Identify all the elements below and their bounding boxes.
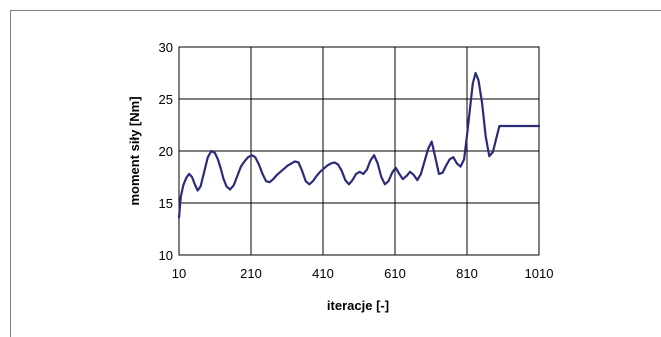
y-tick-label: 25 [159, 92, 173, 107]
chart-frame-left-border [10, 10, 11, 337]
x-tick-label: 210 [240, 266, 262, 281]
y-tick-label: 15 [159, 196, 173, 211]
x-tick-labels: 10 210 410 610 810 1010 [172, 266, 554, 281]
y-tick-label: 30 [159, 40, 173, 55]
y-tick-labels: 10 15 20 25 30 [159, 40, 173, 263]
y-tick-label: 20 [159, 144, 173, 159]
x-tick-label: 610 [384, 266, 406, 281]
chart-frame-top-border [10, 10, 661, 11]
x-tick-label: 10 [172, 266, 186, 281]
y-axis-title: moment siły [Nm] [127, 96, 142, 205]
x-tick-label: 410 [312, 266, 334, 281]
x-axis-title: iteracje [-] [327, 298, 389, 313]
gridlines [178, 46, 540, 256]
x-tick-label: 810 [456, 266, 478, 281]
x-tick-label: 1010 [525, 266, 554, 281]
y-tick-label: 10 [159, 248, 173, 263]
series-line [177, 71, 541, 219]
